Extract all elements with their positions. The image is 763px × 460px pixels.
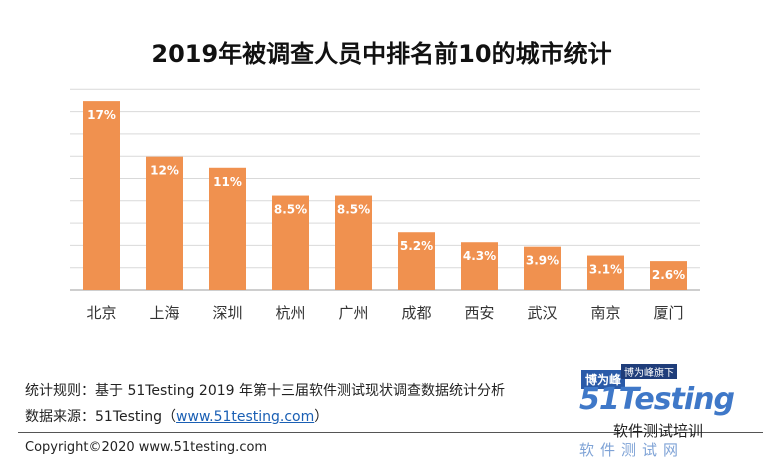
bars <box>83 101 687 290</box>
bar <box>524 246 561 290</box>
logo-badge: 博为峰 <box>581 370 626 389</box>
bar <box>272 195 309 290</box>
value-label: 17% <box>87 108 116 122</box>
bar <box>650 261 687 290</box>
data-source-suffix: ） <box>314 409 329 425</box>
value-label: 3.9% <box>526 254 559 268</box>
bar <box>146 156 183 290</box>
bar <box>209 167 246 290</box>
brand-logo: 博为峰 博为峰旗下 51Testing 软件测试培训 软件测试网 <box>575 362 763 459</box>
bar <box>587 255 624 290</box>
logo-subtitle: 软件测试网 <box>579 441 685 459</box>
value-label: 2.6% <box>652 268 685 282</box>
category-label: 上海 <box>149 304 179 322</box>
data-source-prefix: 数据来源：51Testing（ <box>25 409 177 425</box>
source-link[interactable]: www.51testing.com <box>176 409 315 425</box>
value-label: 11% <box>213 175 242 189</box>
logo-badge-small: 博为峰旗下 <box>621 364 677 379</box>
divider <box>18 432 763 433</box>
value-label: 8.5% <box>337 203 370 217</box>
chart-title: 2019年被调查人员中排名前10的城市统计 <box>151 40 612 68</box>
value-label: 5.2% <box>400 239 433 253</box>
category-label: 深圳 <box>212 304 242 322</box>
bar <box>461 242 498 290</box>
category-label: 南京 <box>590 304 620 322</box>
logo-brand: 51Testing <box>579 382 735 417</box>
category-label: 北京 <box>86 304 116 322</box>
wechat-account: 软件测试培训 <box>613 422 704 440</box>
category-label: 厦门 <box>653 304 683 322</box>
value-label: 8.5% <box>274 203 307 217</box>
copyright: Copyright©2020 www.51testing.com <box>25 440 268 455</box>
category-label: 武汉 <box>527 304 557 322</box>
category-labels: 北京 上海 深圳 杭州 广州 成都 西安 武汉 南京 厦门 <box>86 304 683 322</box>
value-label: 3.1% <box>589 263 622 277</box>
bar <box>398 232 435 290</box>
category-label: 成都 <box>401 304 431 322</box>
value-labels: 17% 12% 11% 8.5% 8.5% 5.2% 4.3% 3.9% 3.1% 2.6% <box>87 108 685 282</box>
stat-rules: 统计规则：基于 51Testing 2019 年第十三届软件测试现状调查数据统计… <box>25 383 506 399</box>
bar <box>83 101 120 290</box>
category-label: 西安 <box>464 304 494 322</box>
category-label: 广州 <box>338 304 368 322</box>
value-label: 12% <box>150 164 179 178</box>
notes: 统计规则：基于 51Testing 2019 年第十三届软件测试现状调查数据统计… <box>25 378 505 430</box>
bar <box>335 195 372 290</box>
value-label: 4.3% <box>463 249 496 263</box>
data-source: 数据来源：51Testing（www.51testing.com） <box>25 404 505 430</box>
category-label: 杭州 <box>275 304 305 322</box>
